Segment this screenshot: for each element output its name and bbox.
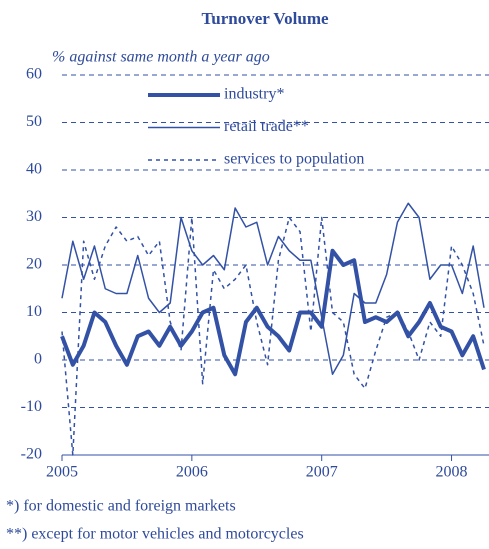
y-tick-label: 0 <box>34 351 42 368</box>
footnote: **) except for motor vehicles and motorc… <box>6 526 304 543</box>
legend-label: retail trade** <box>224 118 309 135</box>
x-tick-label: 2006 <box>176 464 208 481</box>
y-tick-label: 30 <box>26 208 42 225</box>
series-line <box>61 216 485 456</box>
y-tick-label: 10 <box>26 303 42 320</box>
series-line <box>61 202 485 375</box>
chart-subtitle: % against same month a year ago <box>52 49 270 66</box>
y-tick-label: 40 <box>26 161 42 178</box>
legend-label: industry* <box>224 86 284 103</box>
y-tick-label: 20 <box>26 256 42 273</box>
footnote: *) for domestic and foreign markets <box>6 498 236 515</box>
y-tick-label: 60 <box>26 66 42 83</box>
y-tick-label: -10 <box>21 398 42 415</box>
y-tick-label: 50 <box>26 113 42 130</box>
x-tick-label: 2007 <box>306 464 338 481</box>
x-tick-label: 2008 <box>436 464 468 481</box>
x-tick-label: 2005 <box>46 464 78 481</box>
legend-label: services to population <box>224 151 364 168</box>
chart-title: Turnover Volume <box>201 9 329 28</box>
y-tick-label: -20 <box>21 446 42 463</box>
series-line <box>60 248 486 377</box>
